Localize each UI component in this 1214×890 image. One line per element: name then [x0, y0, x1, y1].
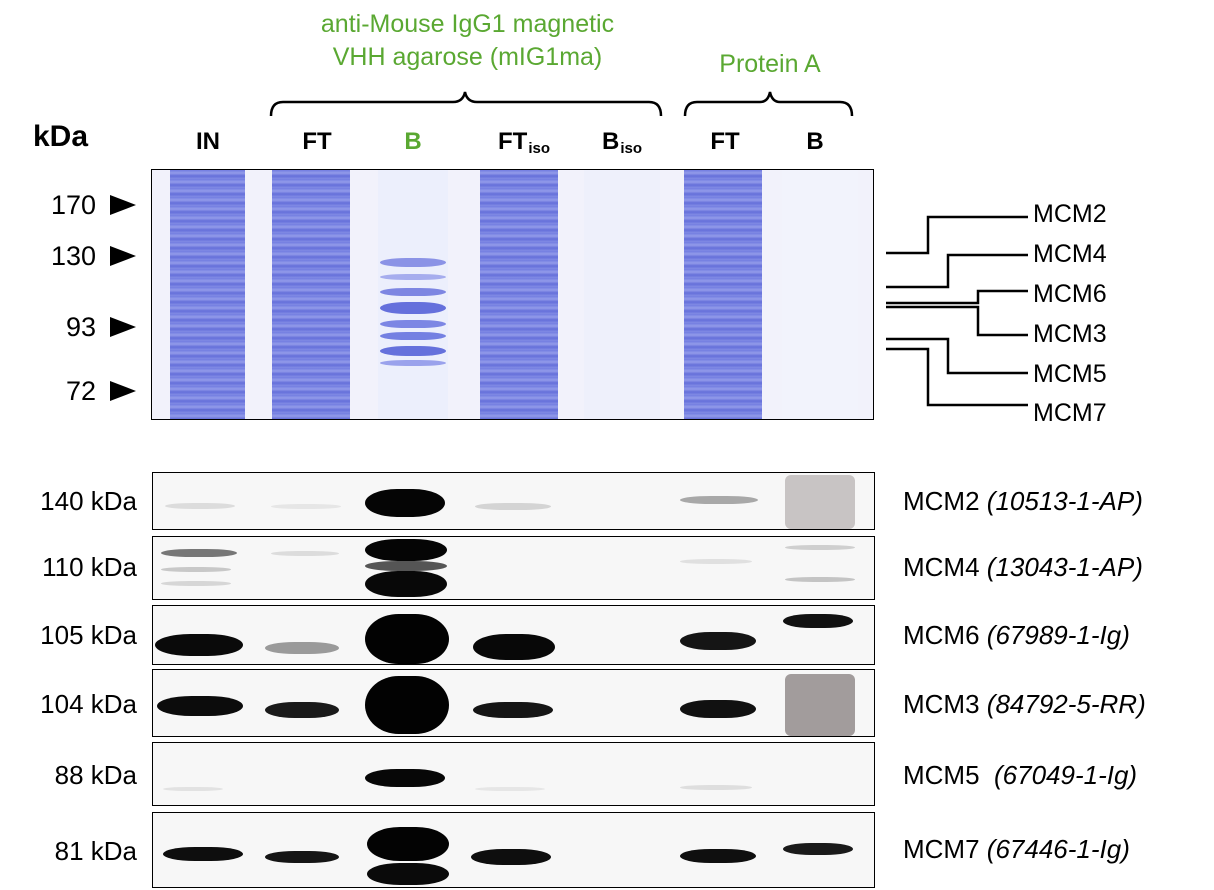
blot-mcm3-protein: MCM3	[903, 689, 980, 719]
blot-mcm6-label: MCM6 (67989-1-Ig)	[903, 620, 1130, 651]
gel-lane-b	[378, 170, 448, 419]
blot-mcm5	[152, 742, 875, 806]
gel-lane-ft	[272, 170, 350, 419]
marker-130: 130	[50, 241, 96, 271]
gel-lane-b-protein-a	[782, 170, 858, 419]
lane-label-ft-iso-main: FT	[497, 128, 528, 155]
blot-mcm3-label: MCM3 (84792-5-RR)	[903, 689, 1146, 720]
blot-mcm2-kda: 140 kDa	[40, 486, 137, 516]
lane-label-b-protein-a: B	[806, 128, 824, 155]
blot-mcm2-antibody: (10513-1-AP)	[986, 486, 1143, 516]
marker-72-arrow	[110, 381, 136, 401]
blot-mcm6-kda: 105 kDa	[40, 620, 137, 650]
blot-mcm4-antibody: (13043-1-AP)	[986, 552, 1143, 582]
gel-lane-ft-iso	[480, 170, 558, 419]
gel-lane-ft-protein-a	[684, 170, 762, 419]
lane-label-b-iso-main: B	[601, 128, 620, 155]
blot-mcm7	[152, 812, 875, 888]
vhh-header-line1: anti-Mouse IgG1 magnetic	[320, 10, 615, 38]
blot-mcm7-label: MCM7 (67446-1-Ig)	[903, 834, 1130, 865]
lane-label-ft-iso-sub: iso	[528, 140, 550, 157]
lane-label-b-iso: Biso	[582, 128, 662, 157]
kda-axis-title: kDa	[33, 120, 89, 153]
lane-label-ft-iso: FTiso	[484, 128, 564, 157]
blot-mcm5-label: MCM5 (67049-1-Ig)	[903, 760, 1137, 791]
blot-mcm2-protein: MCM2	[903, 486, 980, 516]
blot-mcm3-antibody: (84792-5-RR)	[986, 689, 1146, 719]
blot-mcm4-protein: MCM4	[903, 552, 980, 582]
lane-label-ft: FT	[302, 128, 332, 155]
band-label-mcm5: MCM5	[1033, 360, 1107, 388]
protein-a-bracket	[683, 91, 854, 117]
blot-mcm6-protein: MCM6	[903, 620, 980, 650]
blot-mcm6	[152, 605, 875, 665]
coomassie-gel	[151, 169, 874, 420]
gel-lane-b-iso	[584, 170, 660, 419]
lane-label-in: IN	[196, 128, 220, 155]
blot-mcm4	[152, 536, 875, 600]
vhh-bracket	[269, 91, 663, 117]
protein-a-header: Protein A	[719, 50, 821, 78]
blot-mcm7-kda: 81 kDa	[54, 836, 137, 866]
band-label-mcm6: MCM6	[1033, 280, 1107, 308]
band-label-mcm7: MCM7	[1033, 399, 1107, 427]
blot-mcm3-kda: 104 kDa	[40, 689, 137, 719]
vhh-header-line2: VHH agarose (mIG1ma)	[332, 43, 603, 71]
marker-72: 72	[65, 376, 96, 406]
blot-mcm5-protein: MCM5	[903, 760, 987, 790]
gel-lane-in	[170, 170, 245, 419]
blot-mcm6-antibody: (67989-1-Ig)	[986, 620, 1130, 650]
lane-label-b: B	[404, 128, 422, 155]
marker-170: 170	[50, 190, 96, 220]
lane-label-b-iso-sub: iso	[620, 140, 643, 157]
blot-mcm4-kda: 110 kDa	[42, 552, 137, 582]
marker-93-arrow	[110, 317, 136, 337]
blot-mcm3	[152, 669, 875, 737]
blot-mcm5-kda: 88 kDa	[54, 760, 137, 790]
band-assignment-lines	[886, 215, 1028, 407]
blot-mcm7-protein: MCM7	[903, 834, 980, 864]
band-label-mcm3: MCM3	[1033, 320, 1107, 348]
marker-93: 93	[65, 312, 96, 342]
vhh-header: anti-Mouse IgG1 magnetic VHH agarose (mI…	[270, 8, 665, 74]
band-label-mcm4: MCM4	[1033, 240, 1107, 268]
marker-170-arrow	[110, 195, 136, 215]
lane-label-ft-protein-a: FT	[710, 128, 740, 155]
blot-mcm7-antibody: (67446-1-Ig)	[986, 834, 1130, 864]
marker-130-arrow	[110, 246, 136, 266]
blot-mcm4-label: MCM4 (13043-1-AP)	[903, 552, 1143, 583]
blot-mcm2-label: MCM2 (10513-1-AP)	[903, 486, 1143, 517]
blot-mcm5-antibody: (67049-1-Ig)	[994, 760, 1138, 790]
blot-mcm2	[152, 472, 875, 530]
band-label-mcm2: MCM2	[1033, 200, 1107, 228]
